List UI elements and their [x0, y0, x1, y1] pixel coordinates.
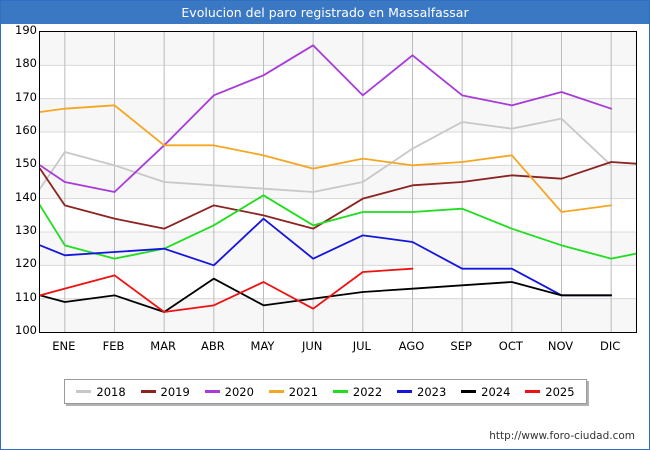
series-line-2022 [40, 194, 636, 260]
x-axis-labels: ENE FEB MAR ABR MAY JUN JUL AGO SEP OCT NOV DIC [39, 336, 635, 358]
page-title: Evolucion del paro registrado en Massalf… [1, 1, 649, 24]
series-line-2023 [40, 217, 613, 297]
chart-lines [40, 32, 636, 332]
x-tick-label: MAY [250, 339, 275, 353]
legend-item-2023[interactable]: 2023 [397, 385, 446, 399]
legend-swatch-icon [204, 390, 220, 393]
legend-swatch-icon [525, 390, 541, 393]
series-line-2019 [40, 161, 636, 230]
legend-label: 2024 [481, 384, 511, 399]
plot-band [40, 132, 636, 166]
legend-item-2025[interactable]: 2025 [525, 384, 575, 399]
plot-band [40, 265, 636, 299]
legend-label: 2023 [417, 384, 447, 399]
series-line-2025 [40, 267, 414, 313]
y-tick-label: 160 [15, 123, 37, 137]
legend-item-2019[interactable]: 2019 [140, 384, 190, 399]
legend-label: 2025 [545, 384, 575, 399]
x-tick-label: DIC [600, 339, 621, 353]
legend-label: 2019 [160, 384, 190, 399]
y-tick-label: 180 [15, 56, 37, 71]
y-tick-label: 110 [15, 289, 37, 304]
series-line-2021 [40, 104, 613, 213]
legend-swatch-icon [140, 390, 156, 393]
x-tick-label: OCT [498, 339, 523, 353]
legend-swatch-icon [76, 390, 92, 393]
y-tick-label: 130 [15, 223, 37, 237]
legend-label: 2021 [288, 384, 319, 399]
chart-area: 190 180 170 160 150 140 130 120 110 100 ENE FEB MAR… [1, 24, 649, 369]
x-tick-label: SEP [450, 339, 472, 353]
legend-swatch-icon [332, 390, 348, 393]
y-tick-label: 100 [15, 323, 37, 337]
series-line-2018 [40, 117, 613, 193]
x-tick-label: AGO [398, 339, 425, 353]
plot-band [40, 32, 636, 66]
legend-item-2024[interactable]: 2024 [461, 385, 510, 399]
plot-band [40, 298, 636, 332]
legend-label: 2020 [224, 384, 254, 399]
plot-band [40, 232, 636, 266]
y-tick-label: 120 [15, 256, 37, 271]
legend-swatch-icon [268, 390, 284, 393]
legend-item-2021[interactable]: 2021 [268, 384, 319, 399]
legend-swatch-icon [461, 390, 477, 393]
x-tick-label: MAR [150, 339, 177, 353]
plot-band [40, 198, 636, 232]
series-line-2024 [40, 277, 613, 313]
x-tick-label: JUN [301, 339, 323, 353]
legend-label: 2018 [96, 384, 126, 399]
plot-band [40, 165, 636, 199]
series-line-2020 [40, 44, 613, 193]
x-tick-label: JUL [352, 339, 371, 353]
legend-item-2022[interactable]: 2022 [332, 384, 383, 399]
x-tick-label: ABR [200, 339, 225, 353]
legend-item-2020[interactable]: 2020 [204, 384, 254, 399]
x-tick-label: ENE [52, 339, 76, 353]
chart-legend: 2018 2019 2020 2021 2022 2023 2024 2025 [64, 379, 587, 404]
legend-item-2018[interactable]: 2018 [76, 384, 126, 399]
plot-band [40, 98, 636, 132]
legend-swatch-icon [397, 390, 413, 393]
footer-url: http://www.foro-ciudad.com [489, 430, 635, 442]
plot-area [39, 31, 637, 333]
x-tick-label: NOV [547, 339, 574, 353]
y-tick-label: 140 [15, 189, 37, 204]
y-axis-labels: 190 180 170 160 150 140 130 120 110 100 [1, 24, 37, 335]
x-tick-label: FEB [102, 339, 125, 353]
y-tick-label: 190 [15, 23, 37, 37]
y-tick-label: 150 [15, 156, 37, 171]
y-tick-label: 170 [15, 89, 37, 104]
legend-label: 2022 [352, 384, 383, 399]
